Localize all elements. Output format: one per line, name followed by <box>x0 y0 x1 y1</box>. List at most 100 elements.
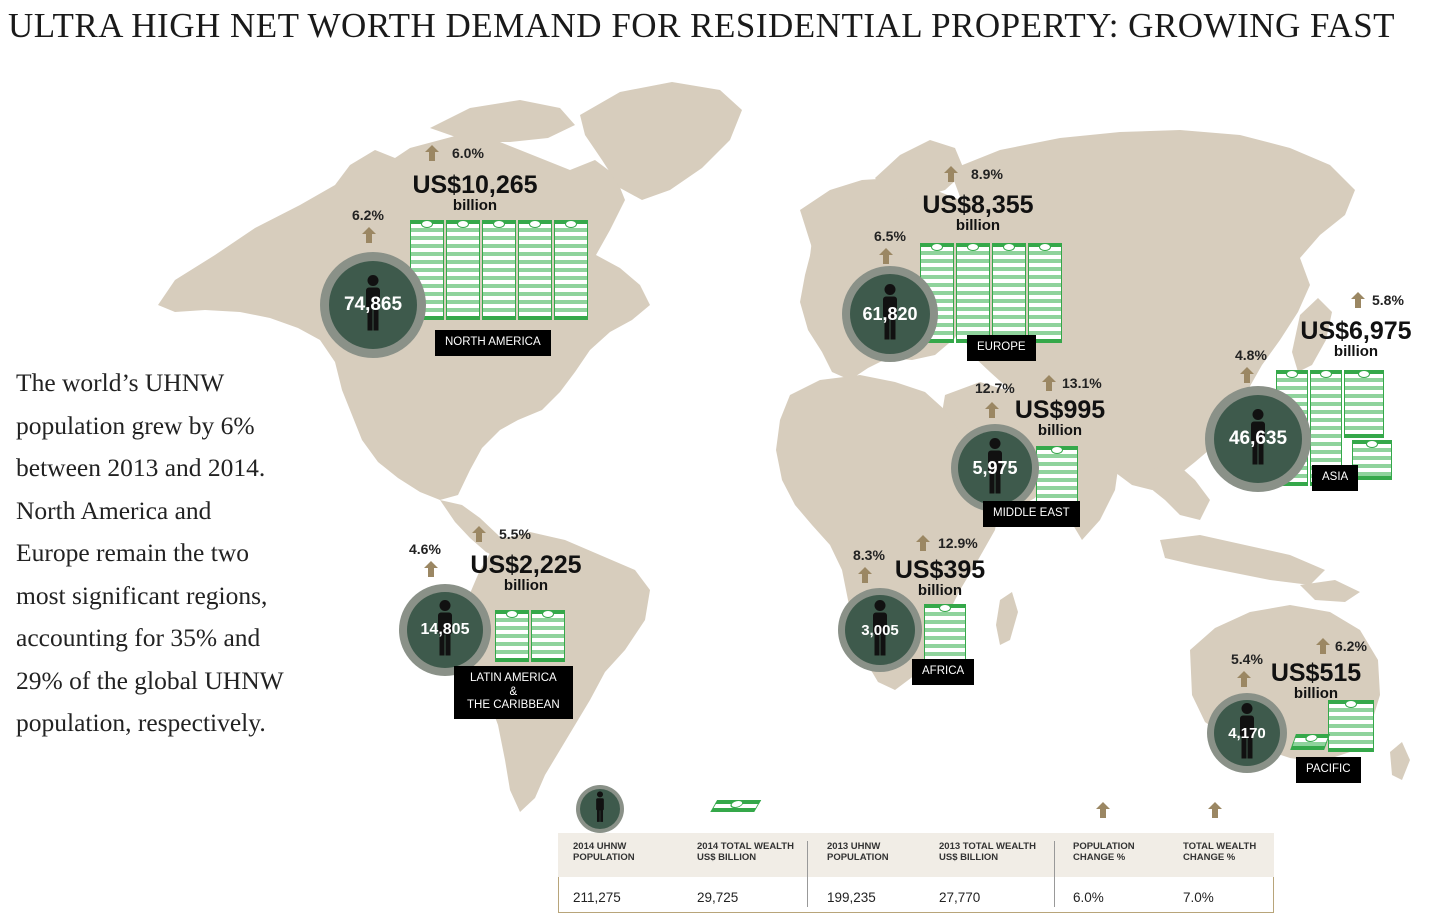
land-papua <box>1300 580 1360 602</box>
legend-header <box>558 833 1274 877</box>
legend-population-icon <box>576 785 624 833</box>
land-southeast-asia <box>1150 462 1210 520</box>
intro-line: most significant regions, <box>16 580 268 610</box>
person-icon <box>871 600 889 661</box>
legend-body <box>558 877 1274 913</box>
population-change: 5.4% <box>1231 651 1263 667</box>
region-label: MIDDLE EAST <box>983 501 1080 527</box>
region-label: LATIN AMERICA & THE CARIBBEAN <box>454 666 573 719</box>
land-indonesia <box>1160 535 1325 585</box>
population-circle: 61,820 <box>842 266 938 362</box>
up-arrow-icon <box>1351 292 1365 313</box>
intro-line: between 2013 and 2014. <box>16 453 266 482</box>
population-change: 6.2% <box>352 207 384 223</box>
population-circle: 3,005 <box>838 588 922 672</box>
wealth-total: US$515 billion <box>1270 659 1362 702</box>
wealth-change: 6.0% <box>452 145 484 161</box>
up-arrow-icon <box>1316 638 1330 659</box>
population-change: 8.3% <box>853 547 885 563</box>
population-circle: 5,975 <box>951 424 1039 512</box>
intro-line: accounting for 35% and <box>16 623 261 652</box>
population-circle: 74,865 <box>320 252 426 358</box>
up-arrow-icon <box>362 227 376 248</box>
wealth-change: 5.8% <box>1372 292 1404 308</box>
land-uk <box>810 230 838 275</box>
up-arrow-icon <box>424 561 438 582</box>
wealth-change: 12.9% <box>938 535 978 551</box>
wealth-change: 8.9% <box>971 166 1003 182</box>
wealth-total: US$995 billion <box>1014 396 1106 439</box>
wealth-total: US$6,975 billion <box>1300 317 1412 360</box>
page-title: ULTRA HIGH NET WORTH DEMAND FOR RESIDENT… <box>8 6 1396 45</box>
population-change: 4.8% <box>1235 347 1267 363</box>
population-value: 5,975 <box>972 457 1018 478</box>
wealth-total: US$2,225 billion <box>470 551 582 594</box>
money-stacks-icon <box>410 220 588 326</box>
wealth-change: 6.2% <box>1335 638 1367 654</box>
intro-line: Europe remain the two <box>16 538 249 567</box>
population-change: 6.5% <box>874 228 906 244</box>
region-label: NORTH AMERICA <box>435 330 551 356</box>
legend-header-2014-population: 2014 UHNW POPULATION <box>573 841 635 863</box>
intro-line: population, respectively. <box>16 708 266 737</box>
intro-line: The world’s UHNW <box>16 368 225 397</box>
up-arrow-icon <box>1042 375 1056 396</box>
population-circle: 4,170 <box>1207 693 1287 773</box>
person-icon <box>881 284 899 345</box>
up-arrow-icon <box>1240 367 1254 388</box>
land-greenland <box>580 82 742 200</box>
population-value: 14,805 <box>420 621 470 638</box>
person-icon <box>1249 409 1267 470</box>
wealth-total: US$8,355 billion <box>922 191 1034 234</box>
intro-line: North America and <box>16 495 212 525</box>
land-new-zealand <box>1390 742 1410 780</box>
population-change: 12.7% <box>975 380 1015 396</box>
legend-header-2014-wealth: 2014 TOTAL WEALTH US$ BILLION <box>697 841 794 863</box>
money-stacks-icon <box>924 604 966 674</box>
legend-value-2013-population: 199,235 <box>827 890 876 905</box>
up-arrow-icon <box>425 145 439 166</box>
population-value: 4,170 <box>1228 724 1266 742</box>
wealth-change: 13.1% <box>1062 375 1102 391</box>
up-arrow-icon <box>944 166 958 187</box>
land-asia <box>950 130 1355 490</box>
land-madagascar <box>996 592 1018 645</box>
person-icon <box>436 600 454 661</box>
population-circle: 14,805 <box>399 584 491 676</box>
money-stacks-icon <box>495 610 565 668</box>
land-japan <box>1292 298 1332 372</box>
legend-header-population-change: POPULATION CHANGE % <box>1073 841 1135 863</box>
population-value: 61,820 <box>862 303 918 324</box>
population-value: 3,005 <box>861 621 899 639</box>
population-change: 4.6% <box>409 541 441 557</box>
legend-value-2014-population: 211,275 <box>573 890 621 905</box>
region-label: AFRICA <box>912 659 975 685</box>
legend-header-2013-wealth: 2013 TOTAL WEALTH US$ BILLION <box>939 841 1036 863</box>
money-stacks-icon <box>920 243 1062 349</box>
wealth-total: US$10,265 billion <box>412 171 538 214</box>
intro-line: 29% of the global UHNW <box>16 665 284 695</box>
population-circle: 46,635 <box>1205 386 1311 492</box>
legend-population-change-icon <box>1096 802 1110 823</box>
population-value: 46,635 <box>1228 428 1288 449</box>
region-label: EUROPE <box>967 335 1036 361</box>
intro-text: The world’s UHNW population grew by 6% b… <box>16 362 316 745</box>
legend-value-population-change: 6.0% <box>1073 890 1104 905</box>
up-arrow-icon <box>472 526 486 547</box>
wealth-total: US$395 billion <box>894 556 986 599</box>
up-arrow-icon <box>858 567 872 588</box>
land-arctic-islands <box>430 100 575 142</box>
legend-header-wealth-change: TOTAL WEALTH CHANGE % <box>1183 841 1257 863</box>
up-arrow-icon <box>1237 671 1251 692</box>
up-arrow-icon <box>879 248 893 269</box>
land-scandinavia <box>875 140 965 200</box>
region-label: ASIA <box>1312 465 1359 491</box>
up-arrow-icon <box>985 402 999 423</box>
intro-line: population grew by 6% <box>16 410 255 440</box>
person-icon <box>1238 703 1256 764</box>
legend-value-2014-wealth: 29,725 <box>697 890 739 905</box>
person-icon <box>364 275 382 336</box>
legend-money-icon <box>710 800 762 818</box>
legend-value-wealth-change: 7.0% <box>1183 890 1214 905</box>
up-arrow-icon <box>916 535 930 556</box>
